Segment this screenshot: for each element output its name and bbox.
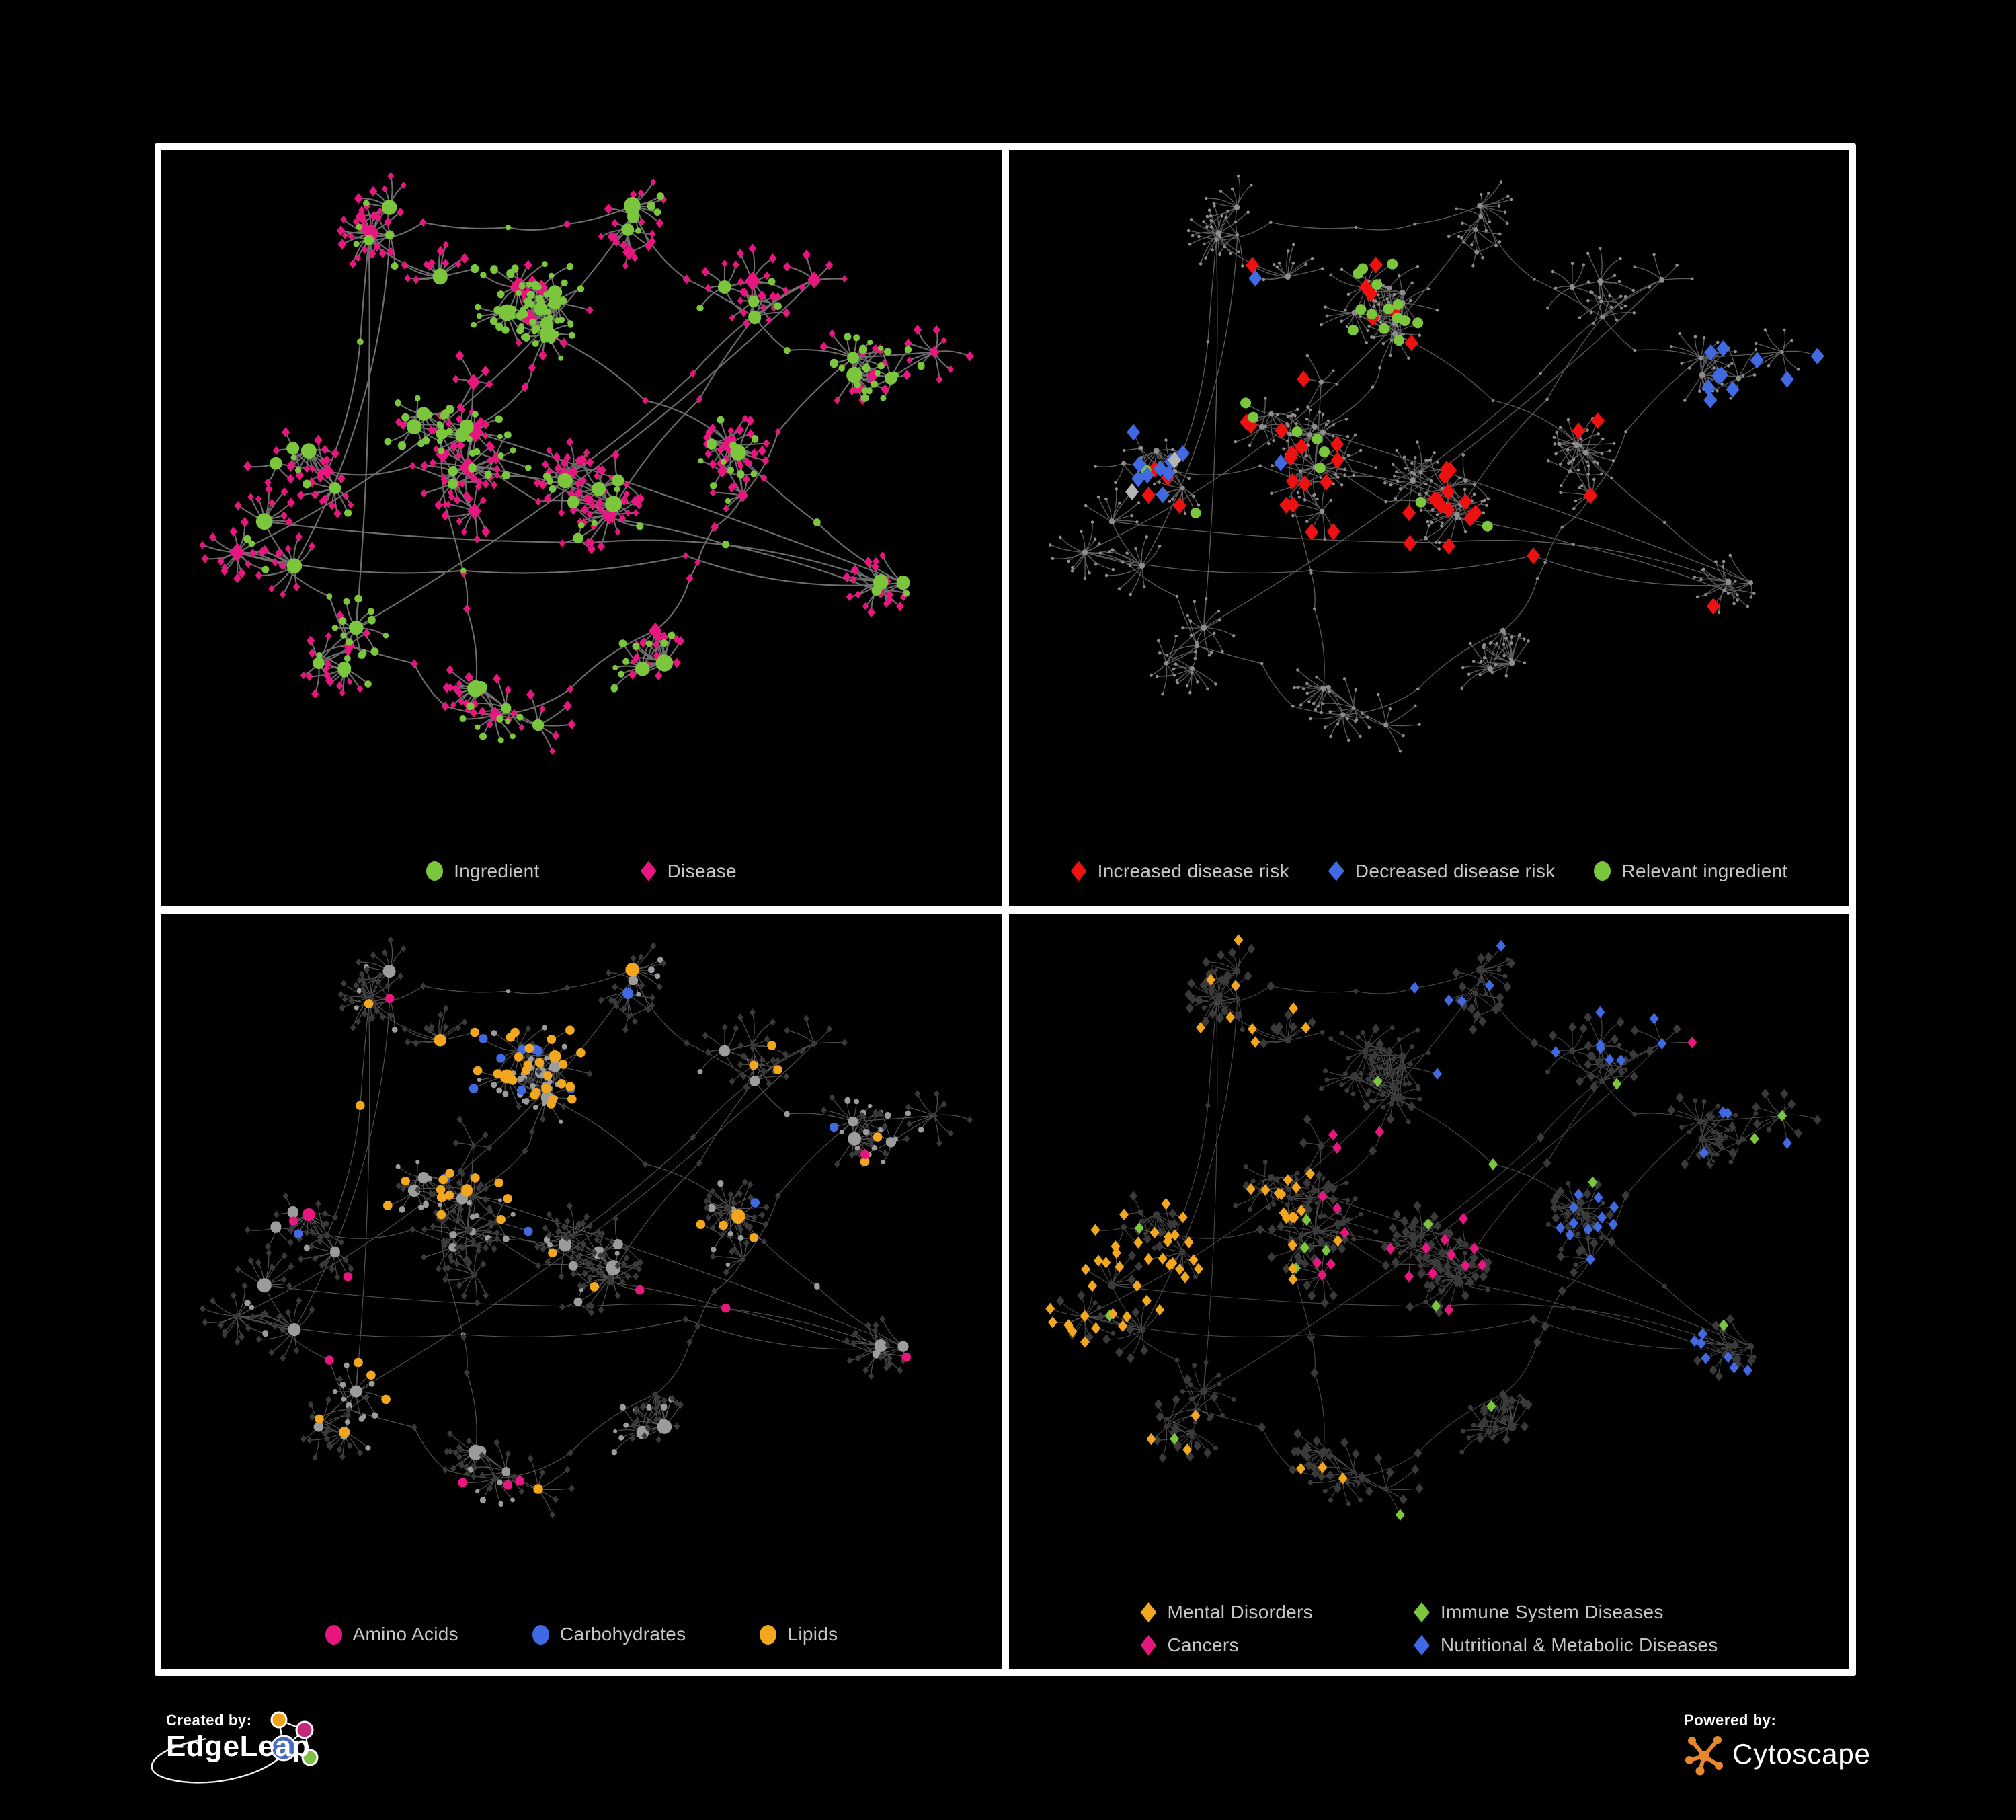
panel-chemical-classes: Amino Acids Carbohydrates Lipids: [161, 913, 1002, 1669]
legend-marker-circle: [426, 861, 444, 881]
legend-marker-diamond: [1070, 861, 1087, 881]
powered-by-label: Powered by:: [1684, 1712, 1777, 1729]
legend-item: Mental Disorders: [1140, 1601, 1313, 1623]
panel-ingredient-disease: Ingredient Disease: [161, 150, 1002, 906]
legend-item: Immune System Diseases: [1413, 1601, 1664, 1623]
chemical-classes-network: [199, 936, 973, 1519]
cytoscape-logo-icon: [1685, 1736, 1723, 1776]
created-by-label: Created by:: [166, 1712, 252, 1729]
panel-disease-categories: Mental Disorders Immune System Diseases Ca…: [1009, 913, 1849, 1669]
legend-item: Lipids: [760, 1624, 838, 1645]
legend-item: Increased disease risk: [1070, 860, 1289, 882]
panel-disease-risk: Increased disease risk Decreased disease …: [1009, 150, 1849, 906]
legend-label: Mental Disorders: [1167, 1601, 1313, 1622]
legend-label: Disease: [667, 860, 737, 881]
legend-item: Decreased disease risk: [1328, 861, 1556, 882]
legend-marker-diamond: [640, 861, 657, 881]
legend-label: Cancers: [1167, 1634, 1239, 1655]
legend-item: Relevant ingredient: [1594, 861, 1787, 882]
disease-risk-network: [1049, 174, 1824, 753]
legend-item: Ingredient: [426, 861, 540, 882]
legend-label: Carbohydrates: [559, 1624, 686, 1645]
legend-marker-diamond: [1413, 1602, 1430, 1622]
disease-categories-network: [1045, 933, 1822, 1521]
panel-grid: Ingredient Disease Increased disease risk…: [155, 143, 1856, 1676]
legend-marker-diamond: [1328, 861, 1344, 881]
legend-item: Carbohydrates: [532, 1624, 686, 1645]
legend-marker-circle: [325, 1624, 342, 1645]
legend-item: Amino Acids: [325, 1624, 458, 1645]
legend-item: Cancers: [1140, 1634, 1239, 1656]
cytoscape-wordmark: Cytoscape: [1732, 1738, 1871, 1770]
disease-risk-legend: Increased disease risk Decreased disease …: [1009, 861, 1849, 882]
edgeleap-logo-icon: [151, 1711, 319, 1784]
legend-item: Disease: [640, 860, 737, 882]
ingredient-disease-network: [199, 172, 974, 755]
legend-item: Nutritional & Metabolic Diseases: [1413, 1634, 1718, 1656]
legend-marker-diamond: [1413, 1635, 1430, 1655]
edgeleap-wordmark: EdgeLeap: [166, 1730, 311, 1763]
chemical-classes-legend: Amino Acids Carbohydrates Lipids: [161, 1624, 1002, 1645]
legend-label: Immune System Diseases: [1440, 1601, 1664, 1622]
legend-label: Lipids: [787, 1624, 838, 1645]
legend-marker-diamond: [1140, 1602, 1157, 1622]
legend-marker-diamond: [1140, 1635, 1157, 1655]
ingredient-disease-legend: Ingredient Disease: [161, 861, 1002, 882]
legend-marker-circle: [532, 1624, 549, 1645]
cytoscape-credit: Powered by:: [1684, 1712, 1871, 1776]
edgeleap-credit: Created by: EdgeLeap: [151, 1711, 388, 1806]
legend-label: Increased disease risk: [1097, 860, 1289, 881]
legend-marker-circle: [1594, 861, 1611, 881]
disease-categories-legend: Mental Disorders Immune System Diseases Ca…: [1009, 1601, 1849, 1656]
legend-label: Ingredient: [454, 860, 540, 881]
legend-label: Amino Acids: [352, 1624, 458, 1645]
legend-label: Decreased disease risk: [1355, 860, 1556, 881]
legend-label: Nutritional & Metabolic Diseases: [1440, 1634, 1718, 1655]
legend-marker-circle: [760, 1624, 777, 1645]
legend-label: Relevant ingredient: [1621, 860, 1788, 881]
